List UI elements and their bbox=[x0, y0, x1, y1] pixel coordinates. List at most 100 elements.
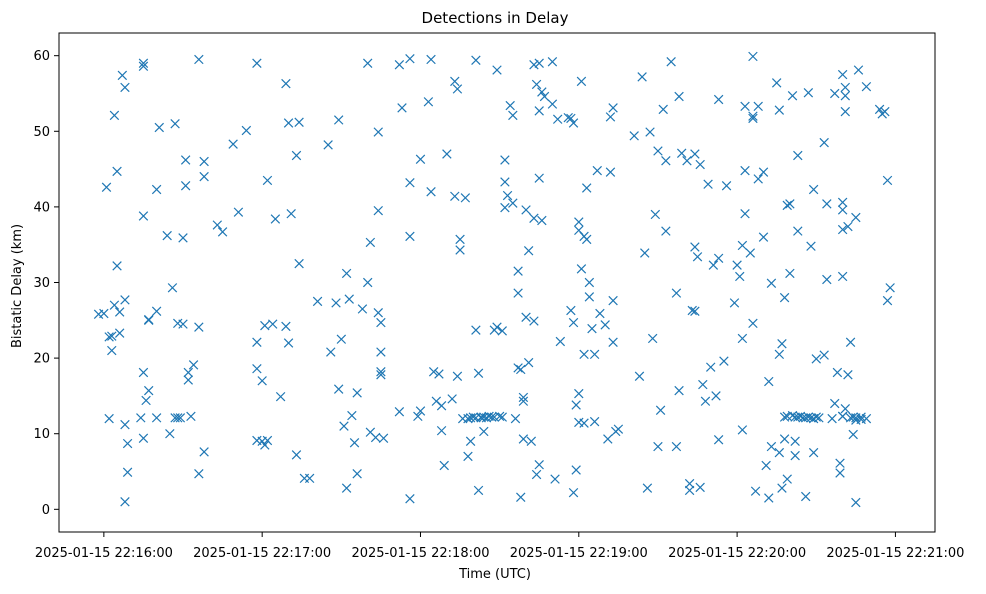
data-point bbox=[516, 492, 526, 502]
data-point bbox=[194, 54, 204, 65]
data-point bbox=[175, 413, 186, 423]
data-point bbox=[426, 187, 436, 197]
data-point bbox=[576, 264, 587, 274]
data-point bbox=[531, 79, 542, 90]
data-point bbox=[502, 190, 513, 201]
data-point bbox=[138, 58, 149, 68]
data-point bbox=[782, 200, 792, 211]
data-point bbox=[703, 179, 713, 189]
data-point bbox=[827, 413, 837, 424]
data-point bbox=[283, 338, 294, 348]
data-point bbox=[376, 366, 386, 377]
data-point bbox=[331, 298, 341, 308]
data-point bbox=[180, 155, 191, 165]
data-point bbox=[294, 258, 304, 269]
data-point bbox=[455, 245, 465, 255]
data-point bbox=[505, 100, 515, 111]
data-point bbox=[283, 118, 294, 128]
data-point bbox=[661, 226, 671, 236]
data-point bbox=[262, 175, 273, 186]
data-point bbox=[819, 137, 829, 148]
data-point bbox=[748, 111, 758, 121]
data-point bbox=[188, 360, 199, 370]
data-point bbox=[286, 208, 296, 219]
data-point bbox=[323, 140, 333, 150]
data-point bbox=[880, 106, 890, 117]
data-point bbox=[178, 233, 188, 243]
data-point bbox=[674, 385, 684, 396]
data-point bbox=[774, 349, 785, 360]
data-point bbox=[107, 345, 117, 356]
data-point bbox=[705, 362, 716, 372]
data-point bbox=[687, 305, 697, 316]
data-point bbox=[233, 207, 244, 217]
data-point bbox=[566, 305, 576, 316]
data-point bbox=[748, 318, 758, 329]
data-point bbox=[450, 191, 460, 202]
data-point bbox=[492, 65, 502, 75]
data-point bbox=[473, 485, 484, 496]
data-point bbox=[671, 288, 682, 298]
data-point bbox=[178, 319, 188, 329]
y-tick-label: 60 bbox=[33, 49, 50, 64]
data-point bbox=[787, 91, 798, 101]
data-point bbox=[837, 271, 848, 282]
data-point bbox=[856, 412, 866, 422]
data-point bbox=[291, 450, 302, 460]
data-point bbox=[537, 215, 547, 226]
data-point bbox=[589, 416, 600, 427]
data-point bbox=[109, 110, 120, 121]
data-point bbox=[120, 419, 130, 430]
data-point bbox=[405, 177, 415, 188]
data-point bbox=[281, 78, 291, 89]
data-point bbox=[853, 65, 864, 75]
data-point bbox=[642, 483, 653, 493]
data-point bbox=[304, 473, 315, 484]
data-point bbox=[183, 375, 194, 385]
data-point bbox=[486, 412, 497, 422]
data-point bbox=[463, 451, 473, 462]
data-point bbox=[547, 99, 558, 109]
data-point bbox=[534, 173, 544, 183]
data-point bbox=[167, 283, 178, 293]
data-point bbox=[748, 51, 758, 62]
x-tick-label: 2025-01-15 22:19:00 bbox=[510, 546, 648, 561]
data-point bbox=[500, 177, 510, 187]
data-point bbox=[758, 232, 769, 242]
data-point bbox=[800, 491, 811, 502]
data-point bbox=[808, 184, 819, 195]
data-point bbox=[378, 433, 389, 443]
data-point bbox=[107, 331, 117, 341]
data-point bbox=[183, 367, 194, 378]
data-point bbox=[114, 328, 125, 338]
data-point bbox=[837, 69, 848, 80]
data-point bbox=[534, 459, 544, 470]
data-point bbox=[143, 385, 154, 396]
data-point bbox=[547, 57, 558, 67]
data-point bbox=[122, 467, 133, 477]
data-point bbox=[365, 237, 376, 248]
data-point bbox=[676, 148, 687, 158]
data-point bbox=[523, 357, 534, 368]
data-point bbox=[165, 428, 175, 439]
data-point bbox=[882, 175, 893, 186]
data-point bbox=[154, 122, 164, 133]
data-point bbox=[136, 413, 146, 423]
data-point bbox=[362, 58, 373, 68]
x-tick-label: 2025-01-15 22:18:00 bbox=[351, 546, 489, 561]
data-point bbox=[753, 101, 763, 112]
data-point bbox=[397, 103, 407, 113]
data-point bbox=[349, 438, 360, 448]
data-point bbox=[497, 412, 508, 422]
data-point bbox=[653, 441, 663, 452]
data-point bbox=[843, 370, 853, 380]
data-point bbox=[138, 433, 149, 443]
data-point bbox=[114, 307, 125, 317]
data-point bbox=[508, 198, 518, 208]
x-tick-label: 2025-01-15 22:21:00 bbox=[826, 546, 964, 561]
data-point bbox=[579, 418, 589, 428]
data-point bbox=[450, 76, 460, 87]
